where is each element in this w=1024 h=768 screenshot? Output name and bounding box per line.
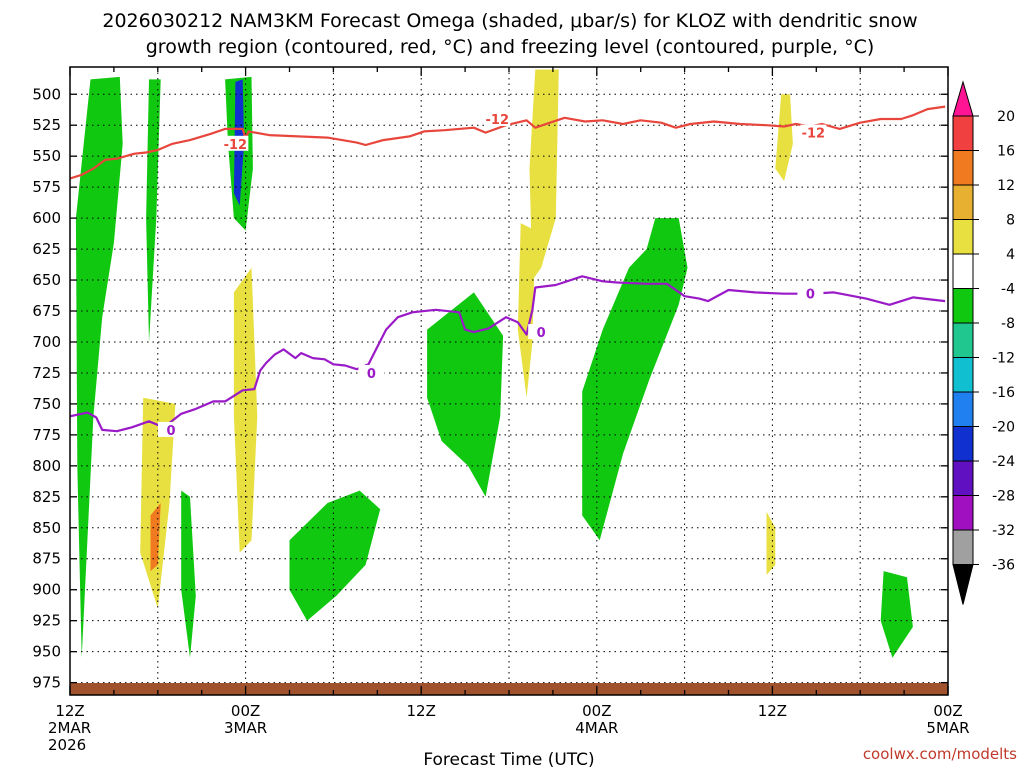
y-tick-label: 725 [32, 364, 61, 382]
colorbar-segment [952, 460, 974, 496]
x-tick-label: 3MAR [224, 719, 267, 737]
contour-label-bg [157, 421, 184, 437]
contour-label-bg [358, 364, 385, 380]
chart-title-line-2: growth region (contoured, red, °C) and f… [146, 36, 875, 58]
y-tick-label: 675 [32, 302, 61, 320]
colorbar-segment [952, 184, 974, 220]
upward-motion-green-8 [880, 571, 913, 658]
x-tick-label: 5MAR [926, 719, 969, 737]
y-tick-label: 975 [32, 674, 61, 692]
colorbar-label: 4 [1006, 247, 1015, 263]
y-tick-label: 950 [32, 643, 61, 661]
contour-label: 0 [537, 326, 546, 341]
colorbar-label: -4 [1001, 282, 1015, 298]
colorbar-label: -16 [992, 385, 1015, 401]
contour-line-1 [70, 275, 946, 433]
contour-label: -12 [224, 138, 248, 153]
contour-label: -12 [486, 113, 510, 128]
colorbar-label: -12 [992, 351, 1015, 367]
x-axis-label: Forecast Time (UTC) [423, 750, 594, 768]
y-tick-label: 700 [32, 333, 61, 351]
colorbar-label: 20 [997, 109, 1015, 125]
colorbar-label: -24 [992, 454, 1015, 470]
colorbar-segment [952, 219, 974, 255]
colorbar-segment [952, 288, 974, 324]
contour-label-bg [484, 111, 511, 127]
colorbar-segment [952, 391, 974, 427]
y-tick-label: 600 [32, 209, 61, 227]
x-tick-label: 12Z [55, 702, 84, 720]
contour-label-bg [528, 324, 555, 340]
colorbar-label: -28 [992, 489, 1015, 505]
x-tick-label: 12Z [758, 702, 787, 720]
y-tick-label: 550 [32, 147, 61, 165]
credit-text: coolwx.com/modelts [863, 745, 1017, 763]
colorbar-label: 8 [1006, 213, 1015, 229]
colorbar: 20 16 12 8 4 -4 -8 -12 -16 -20 -24 -28 -32 -36 [952, 80, 1015, 605]
upward-motion-green-2 [146, 79, 161, 343]
upward-motion-green-5 [289, 490, 381, 621]
colorbar-label: 16 [997, 144, 1015, 160]
colorbar-segment [952, 150, 974, 186]
contour-label: 0 [806, 288, 815, 303]
y-tick-label: 900 [32, 581, 61, 599]
y-tick-label: 850 [32, 519, 61, 537]
strong-downward-orange-core [150, 503, 161, 572]
upward-motion-green-7 [582, 218, 688, 541]
x-tick-label: 00Z [933, 702, 962, 720]
colorbar-label: -32 [992, 523, 1015, 539]
colorbar-label: -8 [1001, 316, 1015, 332]
colorbar-bottom-triangle [952, 564, 974, 605]
x-tick-label: 2026 [48, 736, 86, 754]
x-tick-label: 4MAR [575, 719, 618, 737]
y-tick-label: 500 [32, 85, 61, 103]
y-tick-label: 875 [32, 550, 61, 568]
colorbar-segment [952, 426, 974, 462]
chart-title-line-1: 2026030212 NAM3KM Forecast Omega (shaded… [102, 10, 917, 32]
x-tick-label: 2MAR [48, 719, 91, 737]
downward-motion-yellow-2 [233, 267, 258, 553]
colorbar-label: -36 [992, 558, 1015, 574]
contour-layer: -12 -12 -12 0 0 0 0 [70, 105, 946, 439]
contour-label-bg [800, 124, 827, 140]
contour-label: 0 [166, 424, 175, 439]
grid-lines [70, 67, 948, 695]
contour-label-bg [222, 135, 249, 151]
y-tick-label: 525 [32, 116, 61, 134]
contour-label: 0 [367, 367, 376, 382]
colorbar-segment [952, 495, 974, 531]
colorbar-label: 12 [997, 178, 1015, 194]
colorbar-segment [952, 529, 974, 565]
colorbar-top-triangle [952, 80, 974, 117]
x-tick-label: 12Z [407, 702, 436, 720]
y-axis-ticks: 500 525 550 575 600 625 650 675 700 725 750 775 800 8… [32, 85, 948, 692]
colorbar-segment [952, 253, 974, 289]
colorbar-segment [952, 115, 974, 151]
upward-motion-green-6 [427, 292, 504, 497]
y-tick-label: 650 [32, 271, 61, 289]
downward-motion-yellow-4 [517, 223, 536, 398]
downward-motion-yellow-5 [775, 94, 793, 181]
upward-motion-green-3 [181, 490, 196, 658]
contour-label: -12 [802, 127, 826, 142]
y-tick-label: 750 [32, 395, 61, 413]
y-tick-label: 925 [32, 612, 61, 630]
y-tick-label: 825 [32, 488, 61, 506]
y-tick-label: 575 [32, 178, 61, 196]
y-tick-label: 775 [32, 426, 61, 444]
colorbar-segment [952, 357, 974, 393]
colorbar-segment [952, 322, 974, 358]
y-tick-label: 800 [32, 457, 61, 475]
upward-motion-green-1 [75, 76, 123, 658]
x-tick-label: 00Z [231, 702, 260, 720]
contour-label-bg [797, 285, 824, 301]
colorbar-label: -20 [992, 420, 1015, 436]
x-tick-label: 00Z [582, 702, 611, 720]
y-tick-label: 625 [32, 240, 61, 258]
